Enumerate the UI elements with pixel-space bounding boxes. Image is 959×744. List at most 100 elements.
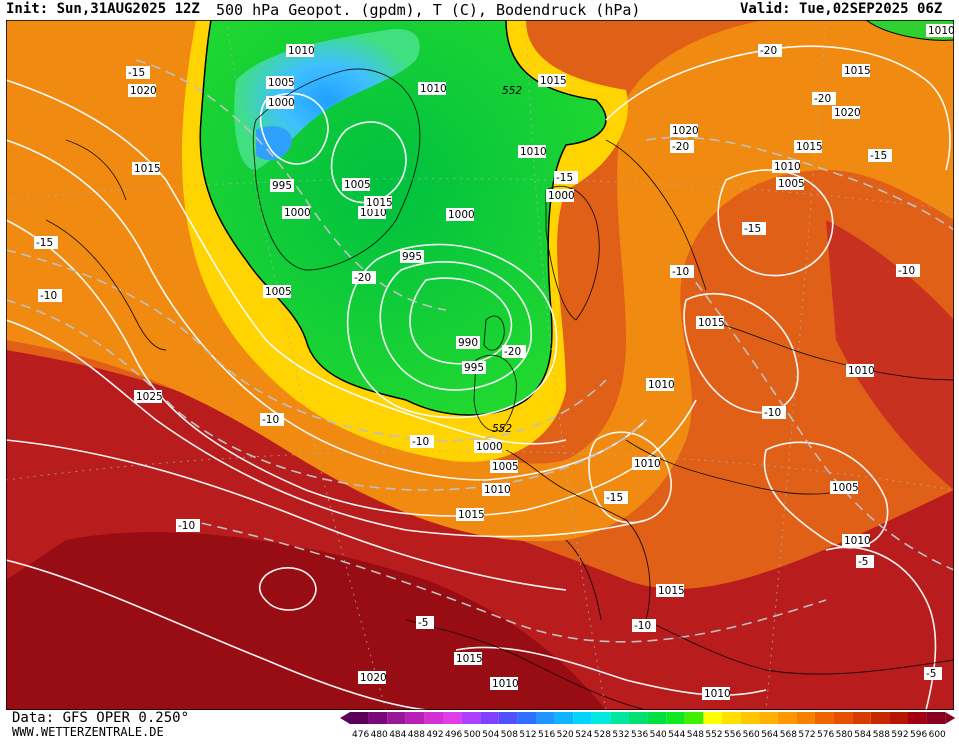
isobars <box>6 45 951 710</box>
map-canvas: 1010 1005 1000 1010 1015 1020 1015 1005 … <box>6 20 954 710</box>
label-1005-e: 1005 <box>832 482 859 494</box>
colorbar-swatch <box>777 712 797 724</box>
colorbar-arrow-right <box>945 712 956 724</box>
temp-label-r: -5 <box>418 617 428 629</box>
footer: Data: GFS OPER 0.250° WWW.WETTERZENTRALE… <box>0 710 959 741</box>
label-1005-c: 1005 <box>492 461 519 473</box>
colorbar-swatch <box>498 712 518 724</box>
colorbar-tick-label: 532 <box>612 730 629 740</box>
colorbar-swatch <box>461 712 481 724</box>
label-1015-a: 1015 <box>540 75 567 87</box>
label-1005-f: 1005 <box>265 286 292 298</box>
colorbar-tick-label: 524 <box>575 730 592 740</box>
colorbar-tick-label: 496 <box>445 730 462 740</box>
label-1010-c: 1010 <box>360 207 387 219</box>
label-995-b: 995 <box>402 251 422 263</box>
label-1010-e: 1010 <box>484 484 511 496</box>
colorbar-tick-label: 516 <box>538 730 555 740</box>
label-1010-h: 1010 <box>634 458 661 470</box>
colorbar-swatch <box>573 712 592 724</box>
temp-label-g: -15 <box>870 150 887 162</box>
temp-label-j: -20 <box>354 272 371 284</box>
colorbar-tick-label: 520 <box>557 730 574 740</box>
label-1010-g: 1010 <box>648 379 675 391</box>
colorbar-tick-label: 500 <box>464 730 481 740</box>
colorbar-swatch <box>424 712 443 724</box>
temp-label-b: -20 <box>760 45 777 57</box>
label-1010-l: 1010 <box>704 688 731 700</box>
colorbar-tick-label: 580 <box>836 730 853 740</box>
colorbar-swatch <box>536 712 555 724</box>
temp-label-o: -10 <box>412 436 429 448</box>
colorbar-tick-label: 588 <box>873 730 890 740</box>
label-1015-d: 1015 <box>458 509 485 521</box>
colorbar-swatch <box>684 712 704 724</box>
geopot-labels: 552 552 <box>492 85 522 435</box>
label-1000-d: 1000 <box>476 441 503 453</box>
label-1015-b: 1015 <box>134 163 161 175</box>
temp-label-d: -10 <box>40 290 57 302</box>
colorbar-swatch <box>703 712 722 724</box>
label-1000-b: 1000 <box>284 207 311 219</box>
field-east-red <box>826 220 954 490</box>
temp-label-n: -15 <box>606 492 623 504</box>
title-bar: Init: Sun,31AUG2025 12Z 500 hPa Geopot. … <box>0 0 959 20</box>
colorbar-swatch <box>350 712 369 724</box>
colorbar-swatch <box>629 712 648 724</box>
colorbar-tick-label: 488 <box>408 730 425 740</box>
temp-label-q: -10 <box>634 620 651 632</box>
label-1005-a: 1005 <box>268 77 295 89</box>
colorbar-tick-label: 536 <box>631 730 648 740</box>
colorbar-swatch <box>815 712 834 724</box>
colorbar-swatch <box>517 712 536 724</box>
colorbar-swatch <box>852 712 871 724</box>
colorbar-swatch <box>796 712 815 724</box>
label-990: 990 <box>458 337 478 349</box>
temp-label-e: -15 <box>556 172 573 184</box>
colorbar-swatch <box>591 712 611 724</box>
pressure-labels: 1010 1005 1000 1010 1015 1020 1015 1005 … <box>128 24 954 700</box>
product-title: 500 hPa Geopot. (gpdm), T (C), Bodendruc… <box>216 1 641 19</box>
colorbar-swatch <box>610 712 629 724</box>
colorbar-tick-label: 564 <box>761 730 778 740</box>
temp-label-u: -5 <box>926 668 936 680</box>
field-darkred <box>6 532 606 710</box>
colorbar-swatch <box>368 712 388 724</box>
temp-label-p: -10 <box>178 520 195 532</box>
colorbar-tick-label: 540 <box>650 730 667 740</box>
colorbar-tick-label: 600 <box>929 730 946 740</box>
label-1015-i: 1015 <box>844 65 871 77</box>
label-1015-g: 1015 <box>658 585 685 597</box>
graticule <box>6 20 954 710</box>
temp-label-m: -10 <box>764 407 781 419</box>
website: WWW.WETTERZENTRALE.DE <box>12 725 164 739</box>
field-blue-spot <box>256 125 292 161</box>
colorbar-swatch <box>908 712 927 724</box>
colorbar-tick-label: 552 <box>705 730 722 740</box>
temp-label-l: -10 <box>898 265 915 277</box>
colorbar-tick-label: 508 <box>501 730 518 740</box>
label-1010-m: 1010 <box>928 25 954 37</box>
label-1010-a: 1010 <box>288 45 315 57</box>
label-1010-j: 1010 <box>844 535 871 547</box>
colorbar-tick-label: 528 <box>594 730 611 740</box>
temp-lines <box>6 59 954 643</box>
colorbar-swatch <box>722 712 741 724</box>
colorbar-swatch <box>759 712 778 724</box>
label-1015-f: 1015 <box>698 317 725 329</box>
colorbar-swatch <box>666 712 685 724</box>
label-1015-h: 1015 <box>456 653 483 665</box>
label-1005-d: 1005 <box>778 178 805 190</box>
colorbar-tick-label: 492 <box>426 730 443 740</box>
colorbar-swatch <box>926 712 946 724</box>
label-1005-g: 1000 <box>548 190 575 202</box>
geopot-label-552-a: 552 <box>502 85 522 97</box>
label-1000-c: 1000 <box>448 209 475 221</box>
init-time: Init: Sun,31AUG2025 12Z <box>6 1 200 17</box>
colorbar-swatch <box>647 712 667 724</box>
colorbar-swatch <box>480 712 499 724</box>
colorbar-svg: 476 480 484 488 492 496 500 504 508 512 516 520 524 5… <box>340 712 956 740</box>
label-1025: 1025 <box>136 391 163 403</box>
field-orange <box>6 20 954 542</box>
temp-label-c: -15 <box>36 237 53 249</box>
